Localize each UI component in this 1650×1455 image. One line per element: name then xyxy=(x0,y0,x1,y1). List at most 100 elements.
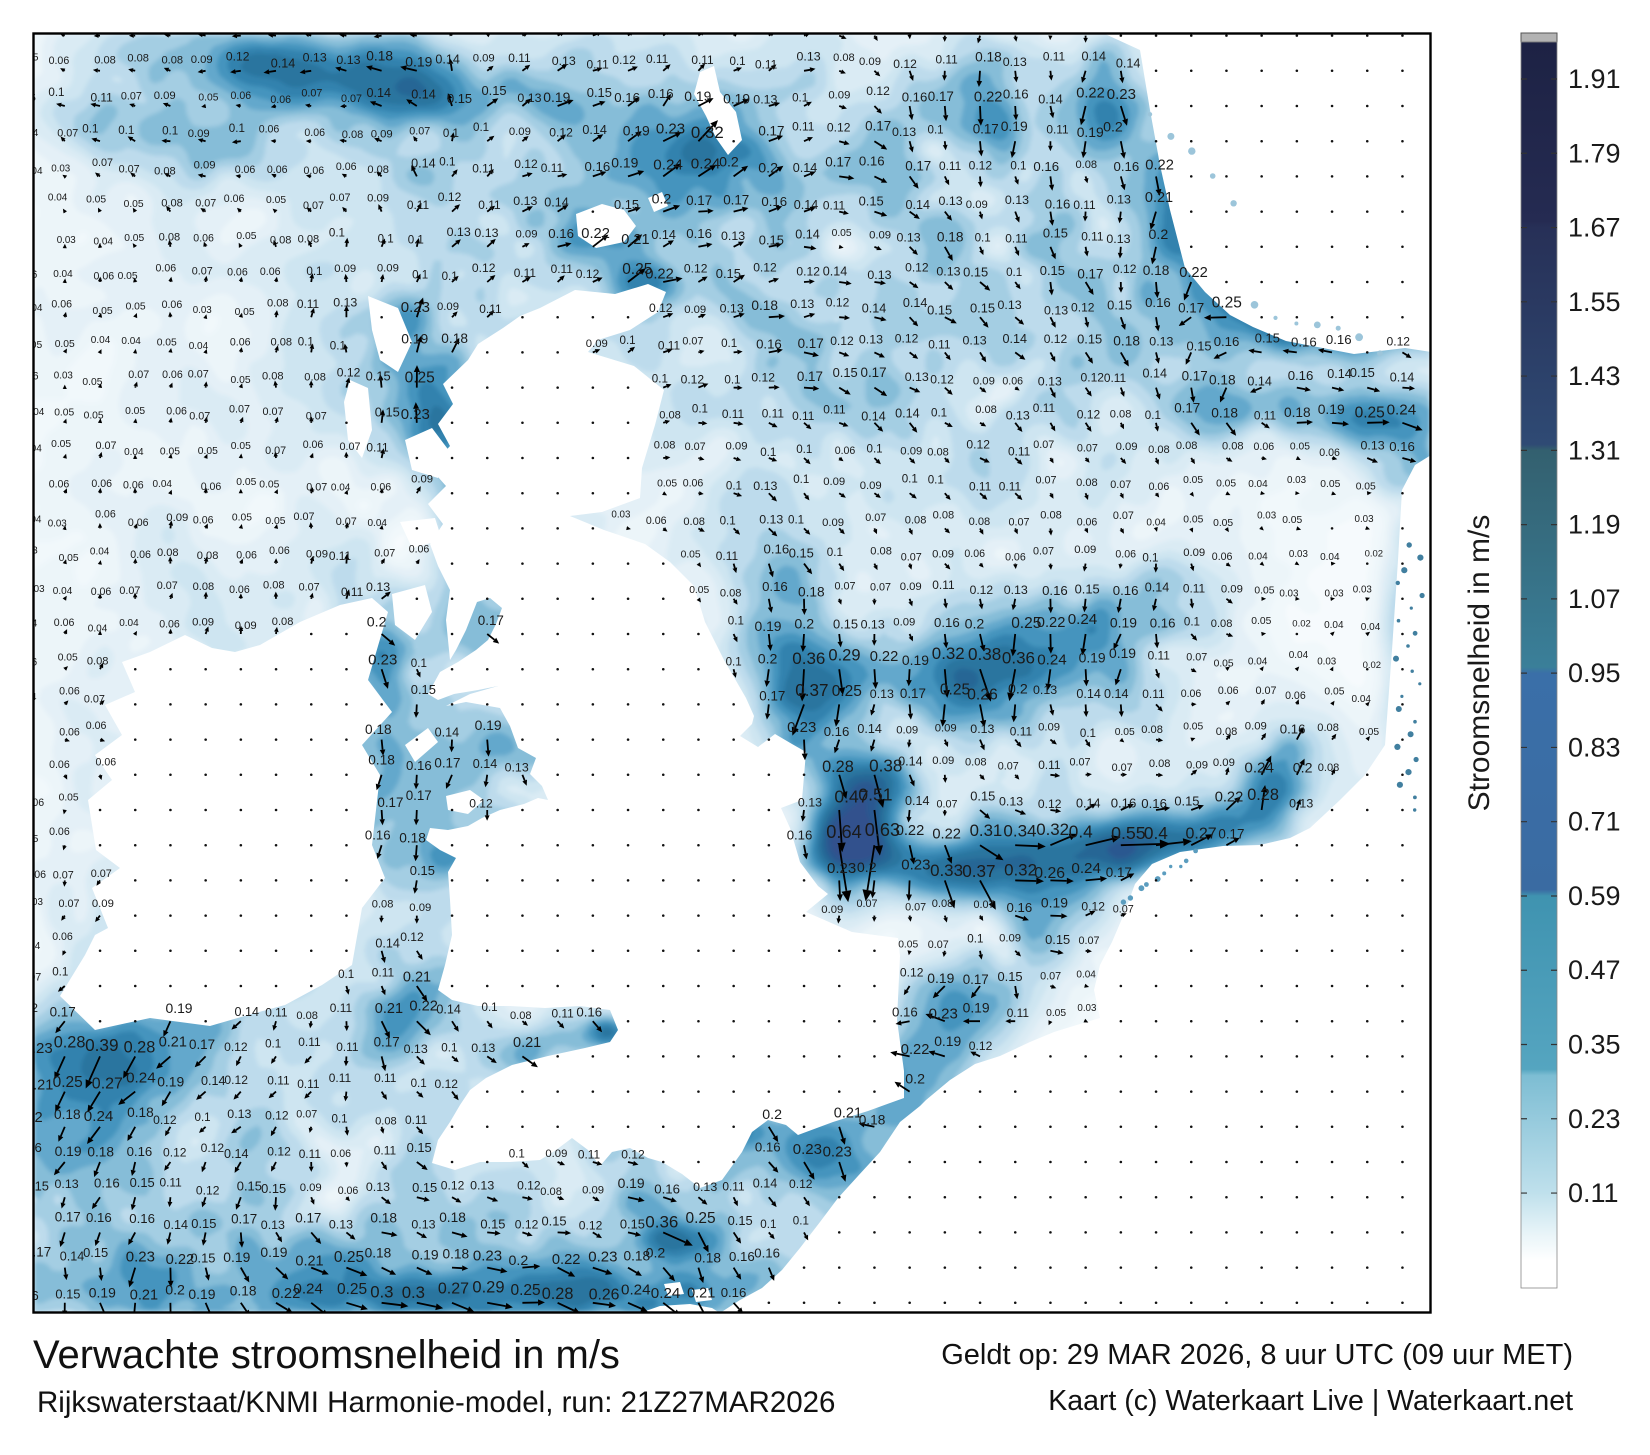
svg-text:0.08: 0.08 xyxy=(613,24,635,36)
svg-text:0.07: 0.07 xyxy=(1009,517,1030,529)
svg-text:0.16: 0.16 xyxy=(1326,332,1352,347)
svg-text:0.1: 0.1 xyxy=(967,933,983,946)
svg-text:0.08: 0.08 xyxy=(965,757,987,769)
svg-text:0.1: 0.1 xyxy=(692,403,708,416)
svg-text:0.08: 0.08 xyxy=(157,547,179,559)
svg-text:0.06: 0.06 xyxy=(235,164,256,176)
svg-text:0.14: 0.14 xyxy=(1003,332,1028,346)
svg-text:0.19: 0.19 xyxy=(934,1033,961,1049)
svg-text:0.09: 0.09 xyxy=(684,304,706,316)
svg-text:0.11: 0.11 xyxy=(372,966,395,980)
svg-text:0.24: 0.24 xyxy=(1068,611,1098,628)
svg-text:0.19: 0.19 xyxy=(611,154,638,170)
svg-text:0.11: 0.11 xyxy=(298,1035,321,1049)
svg-text:0.22: 0.22 xyxy=(166,1252,195,1268)
svg-text:0.11: 0.11 xyxy=(1007,1006,1030,1020)
svg-text:Geldt op: 29 MAR 2026, 8 uur U: Geldt op: 29 MAR 2026, 8 uur UTC (09 uur… xyxy=(941,1339,1573,1371)
svg-text:0.11: 0.11 xyxy=(792,120,815,134)
svg-text:0.11: 0.11 xyxy=(374,1143,397,1157)
svg-text:0.13: 0.13 xyxy=(870,687,894,701)
svg-text:0.17: 0.17 xyxy=(758,124,784,139)
svg-text:0.3: 0.3 xyxy=(370,1282,393,1301)
svg-text:Verwachte stroomsnelheid in m/: Verwachte stroomsnelheid in m/s xyxy=(33,1333,620,1377)
svg-text:0.12: 0.12 xyxy=(469,796,493,810)
svg-text:0.07: 0.07 xyxy=(1036,474,1057,486)
svg-text:0.36: 0.36 xyxy=(1002,648,1035,667)
svg-text:0.17: 0.17 xyxy=(1077,267,1103,282)
svg-text:0.19: 0.19 xyxy=(684,88,711,104)
svg-text:0.03: 0.03 xyxy=(611,510,631,521)
svg-text:0.38: 0.38 xyxy=(968,645,1001,664)
svg-text:0.18: 0.18 xyxy=(751,298,778,313)
svg-text:0.17: 0.17 xyxy=(1182,368,1208,383)
svg-text:0.24: 0.24 xyxy=(1387,402,1417,419)
svg-text:0.12: 0.12 xyxy=(893,57,917,71)
svg-text:0.14: 0.14 xyxy=(375,936,400,950)
svg-text:0.17: 0.17 xyxy=(50,1005,76,1020)
svg-text:0.12: 0.12 xyxy=(226,49,250,63)
svg-text:0.05: 0.05 xyxy=(1183,721,1203,732)
svg-text:0.03: 0.03 xyxy=(1325,589,1345,600)
svg-text:0.17: 0.17 xyxy=(825,154,851,169)
svg-text:0.03: 0.03 xyxy=(1279,589,1299,600)
svg-text:0.07: 0.07 xyxy=(128,369,149,381)
svg-text:0.04: 0.04 xyxy=(88,624,108,635)
svg-text:0.22: 0.22 xyxy=(1145,158,1174,174)
svg-text:0.17: 0.17 xyxy=(759,688,785,703)
svg-text:0.05: 0.05 xyxy=(898,940,918,951)
svg-text:0.04: 0.04 xyxy=(1248,479,1268,490)
svg-text:0.06: 0.06 xyxy=(128,517,149,529)
svg-text:0.29: 0.29 xyxy=(472,1279,504,1297)
svg-text:0.09: 0.09 xyxy=(1116,441,1138,453)
svg-text:0.16: 0.16 xyxy=(576,1005,602,1020)
svg-text:0.12: 0.12 xyxy=(14,1001,38,1015)
svg-text:0.1: 0.1 xyxy=(1006,266,1022,279)
svg-text:0.11: 0.11 xyxy=(1010,724,1033,738)
svg-text:0.06: 0.06 xyxy=(1218,685,1239,697)
svg-text:0.09: 0.09 xyxy=(821,904,843,916)
svg-text:0.1: 0.1 xyxy=(726,479,742,492)
svg-text:0.13: 0.13 xyxy=(303,51,327,65)
svg-text:0.15: 0.15 xyxy=(237,1178,262,1193)
svg-text:0.19: 0.19 xyxy=(1109,645,1136,661)
svg-text:0.05: 0.05 xyxy=(22,340,42,351)
svg-text:0.05: 0.05 xyxy=(1282,515,1302,526)
svg-text:0.08: 0.08 xyxy=(833,52,855,64)
svg-text:0.12: 0.12 xyxy=(1081,370,1105,384)
svg-text:0.05: 0.05 xyxy=(54,407,74,418)
svg-text:0.11: 0.11 xyxy=(1254,409,1277,423)
svg-text:1.67: 1.67 xyxy=(1568,213,1621,243)
svg-text:0.1: 0.1 xyxy=(306,265,322,278)
svg-text:0.04: 0.04 xyxy=(91,335,111,346)
svg-text:0.13: 0.13 xyxy=(1006,408,1030,422)
svg-text:0.04: 0.04 xyxy=(94,237,114,248)
svg-text:0.11: 0.11 xyxy=(939,159,962,173)
svg-text:0.12: 0.12 xyxy=(472,261,496,275)
svg-text:0.09: 0.09 xyxy=(586,338,608,350)
svg-text:0.19: 0.19 xyxy=(405,53,432,69)
svg-text:0.03: 0.03 xyxy=(1355,514,1375,525)
svg-text:0.22: 0.22 xyxy=(552,1252,581,1268)
svg-text:0.15: 0.15 xyxy=(1350,365,1375,380)
svg-text:0.17: 0.17 xyxy=(797,369,823,384)
svg-text:0.95: 0.95 xyxy=(1568,658,1621,688)
svg-text:0.13: 0.13 xyxy=(404,1042,428,1056)
svg-text:0.12: 0.12 xyxy=(966,437,990,451)
svg-text:0.2: 0.2 xyxy=(1293,761,1313,777)
svg-text:0.15: 0.15 xyxy=(1040,263,1065,278)
svg-text:0.06: 0.06 xyxy=(24,797,45,809)
svg-text:0.16: 0.16 xyxy=(754,1245,780,1260)
svg-text:0.14: 0.14 xyxy=(1247,374,1272,388)
svg-text:0.2: 0.2 xyxy=(1008,682,1028,698)
svg-text:0.07: 0.07 xyxy=(1110,479,1131,491)
svg-text:0.14: 0.14 xyxy=(436,1002,461,1016)
svg-text:0.21: 0.21 xyxy=(25,1077,53,1093)
svg-text:0.04: 0.04 xyxy=(17,692,37,703)
svg-text:0.17: 0.17 xyxy=(25,1245,51,1260)
svg-text:0.04: 0.04 xyxy=(1248,551,1268,562)
svg-text:0.11: 0.11 xyxy=(1183,582,1206,596)
svg-text:0.12: 0.12 xyxy=(969,158,993,172)
svg-text:0.16: 0.16 xyxy=(127,1144,153,1159)
svg-text:0.12: 0.12 xyxy=(400,930,424,944)
svg-text:0.71: 0.71 xyxy=(1568,807,1621,837)
